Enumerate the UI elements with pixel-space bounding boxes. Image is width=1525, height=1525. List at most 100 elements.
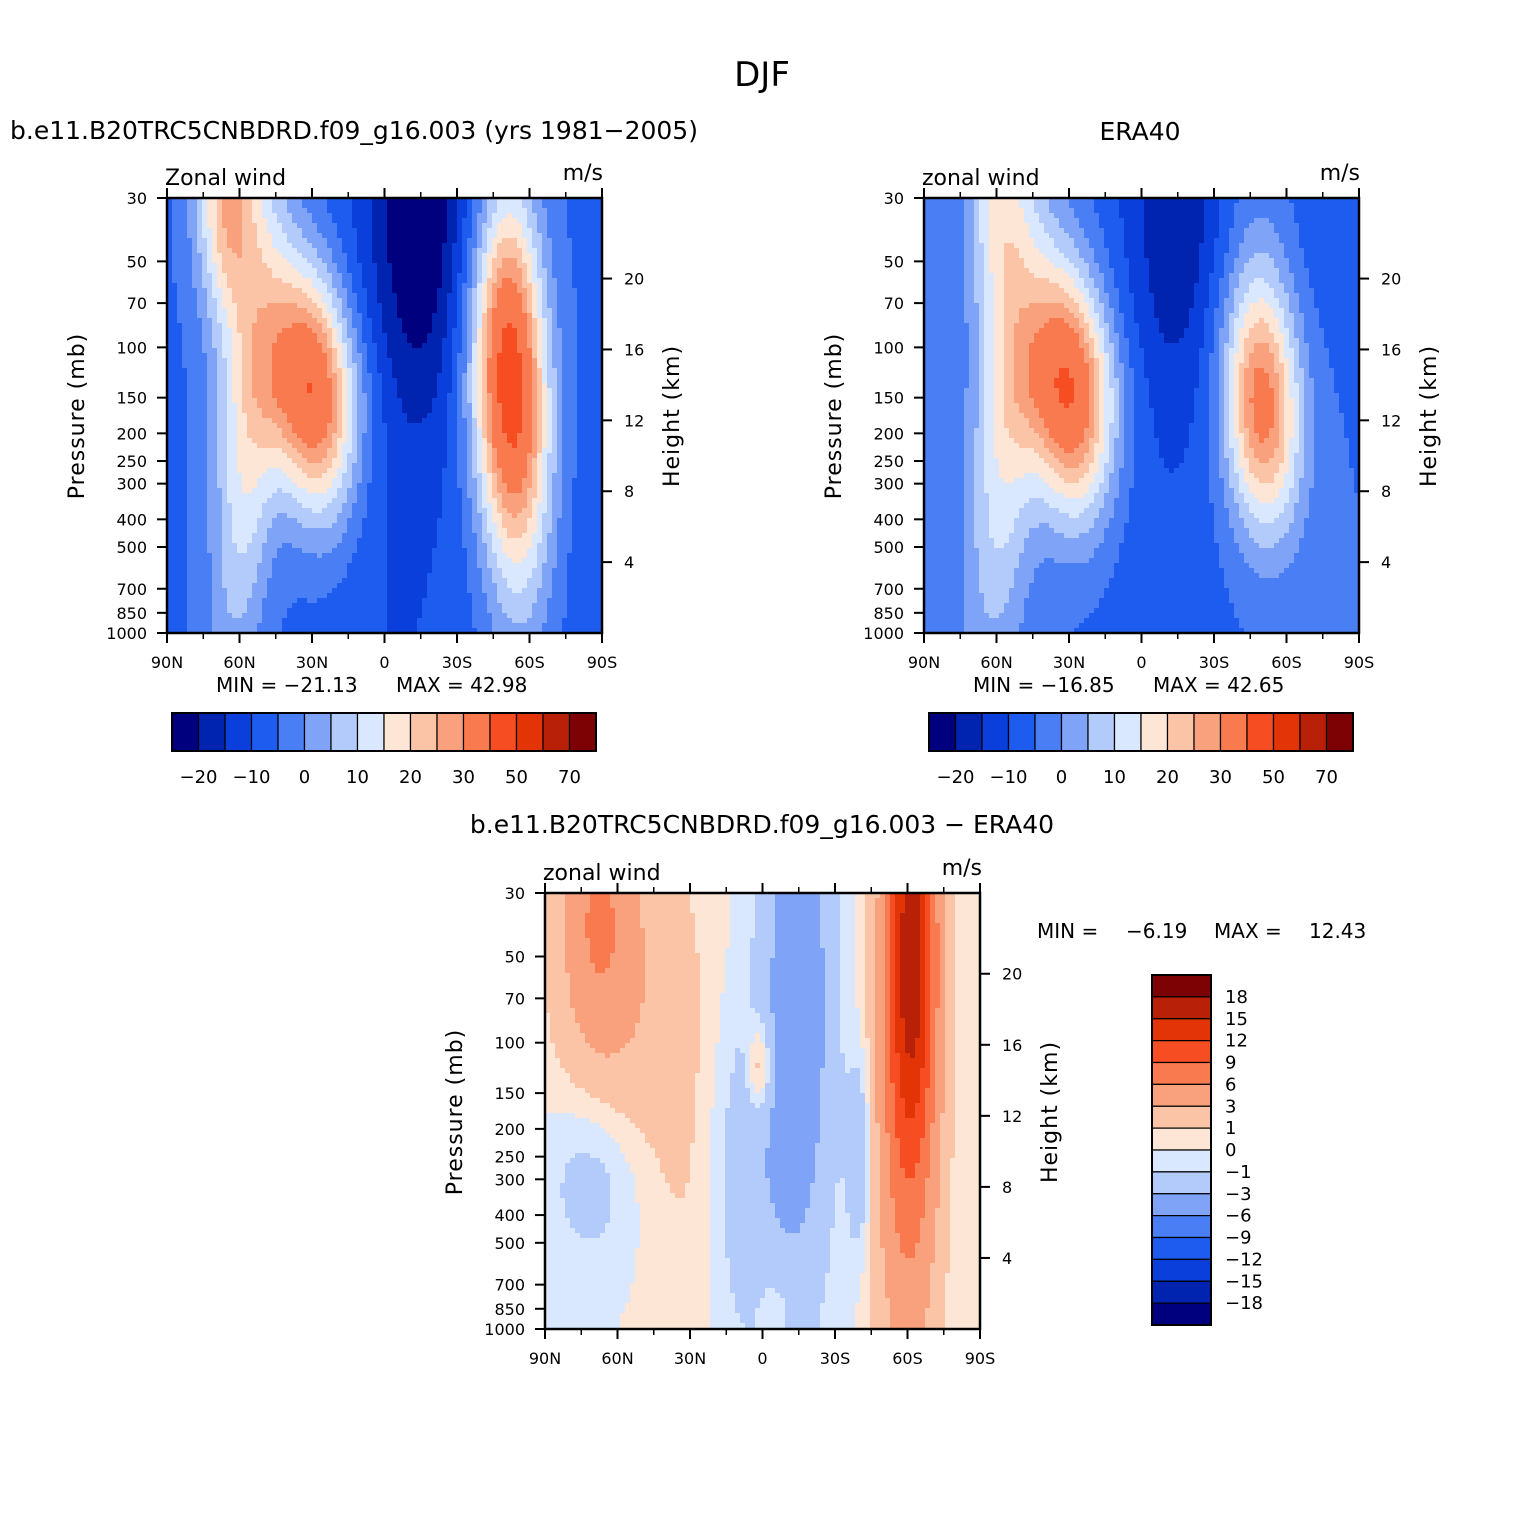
panel-model-contour-cell [532, 233, 543, 239]
panel-obs-contour-cell [1029, 528, 1055, 534]
panel-model-contour-cell [352, 373, 358, 379]
panel-model-contour-cell [362, 523, 388, 529]
panel-model-contour-cell [357, 233, 373, 239]
panel-obs-contour-cell [1249, 458, 1260, 464]
panel-obs-contour-cell [979, 583, 1015, 589]
panel-obs-contour-cell [1124, 248, 1145, 254]
panel-obs-contour-cell [1094, 458, 1100, 464]
panel-model-contour-cell [522, 533, 533, 539]
panel-model-contour-cell [562, 478, 573, 484]
panel-model-contour-cell [457, 463, 468, 469]
panel-obs-contour-cell [924, 278, 965, 284]
panel-obs-contour-cell [1024, 213, 1040, 219]
panel-model-contour-cell [542, 358, 548, 364]
panel-model-contour-cell [237, 423, 248, 429]
panel-model-contour-cell [217, 358, 228, 364]
panel-model-contour-cell [467, 378, 473, 384]
panel-model-max-label: MAX = 42.98 [396, 673, 527, 697]
panel-difference-contour-cell [945, 898, 956, 904]
panel-obs-contour-cell [1284, 248, 1305, 254]
panel-obs-contour-cell [1214, 343, 1220, 349]
panel-model-contour-cell [462, 303, 468, 309]
panel-obs-contour-cell [1129, 258, 1150, 264]
panel-model-contour-cell [372, 428, 388, 434]
panel-difference-contour-cell [730, 908, 756, 914]
panel-model-contour-cell [207, 393, 218, 399]
panel-obs-contour-cell [1304, 438, 1315, 444]
panel-obs-contour-cell [964, 518, 975, 524]
panel-model-contour-cell [357, 373, 363, 379]
panel-model-contour-cell [182, 348, 203, 354]
panel-model-contour-cell [547, 333, 553, 339]
panel-obs-contour-cell [1119, 468, 1135, 474]
panel-obs-contour-cell [1094, 328, 1105, 334]
panel-model-contour-cell [167, 478, 188, 484]
panel-obs-contour-cell [1224, 263, 1235, 269]
panel-model-contour-cell [482, 478, 488, 484]
panel-obs-contour-cell [1234, 383, 1240, 389]
panel-obs-contour-cell [1299, 548, 1360, 554]
panel-obs-contour-cell [984, 428, 995, 434]
panel-model-contour-cell [577, 408, 603, 414]
panel-model-contour-cell [477, 383, 483, 389]
panel-obs-contour-cell [984, 323, 995, 329]
panel-model-ytick-label: 150 [116, 389, 147, 408]
panel-model-contour-cell [462, 513, 473, 519]
panel-model-contour-cell [387, 258, 443, 264]
panel-model-contour-cell [372, 208, 388, 214]
panel-model-contour-cell [227, 238, 243, 244]
panel-obs-contour-cell [1224, 403, 1230, 409]
panel-obs-contour-cell [1094, 523, 1110, 529]
panel-obs-contour-cell [1109, 373, 1115, 379]
panel-obs-contour-cell [1114, 278, 1130, 284]
panel-model-contour-cell [532, 428, 538, 434]
panel-obs-contour-cell [1199, 363, 1210, 369]
panel-obs-contour-cell [1114, 323, 1125, 329]
panel-model-contour-cell [577, 368, 603, 374]
panel-obs-contour-cell [1289, 388, 1300, 394]
panel-obs-contour-cell [1004, 298, 1075, 304]
panel-model-contour-cell [417, 628, 478, 634]
panel-obs-contour-cell [1049, 258, 1070, 264]
panel-model-contour-cell [462, 258, 468, 264]
panel-model-contour-cell [567, 233, 603, 239]
panel-model-contour-cell [547, 488, 553, 494]
panel-model-contour-cell [307, 488, 328, 494]
panel-obs-contour-cell [1004, 358, 1015, 364]
panel-obs-y2tick-label: 4 [1381, 553, 1391, 572]
panel-model-contour-cell [467, 303, 473, 309]
panel-model-contour-cell [207, 383, 218, 389]
panel-model-contour-cell [212, 583, 223, 589]
panel-obs-contour-cell [1129, 488, 1210, 494]
panel-obs-contour-cell [1249, 468, 1280, 474]
panel-model-contour-cell [217, 423, 228, 429]
panel-obs-contour-cell [1119, 203, 1145, 209]
panel-model-contour-cell [477, 308, 483, 314]
panel-model-contour-cell [342, 508, 353, 514]
panel-obs-contour-cell [1094, 203, 1120, 209]
panel-obs-contour-cell [1239, 623, 1360, 629]
panel-model-contour-cell [167, 578, 188, 584]
panel-model-contour-cell [372, 248, 388, 254]
panel-model-contour-cell [537, 378, 543, 384]
panel-model-contour-cell [462, 408, 473, 414]
panel-model-contour-cell [477, 468, 483, 474]
panel-model-contour-cell [562, 448, 578, 454]
panel-model-contour-cell [352, 403, 358, 409]
panel-obs-contour-cell [1284, 338, 1290, 344]
panel-obs-contour-cell [1234, 448, 1240, 454]
panel-model-contour-cell [467, 568, 483, 574]
panel-model-contour-cell [202, 268, 208, 274]
panel-model-contour-cell [372, 448, 388, 454]
panel-model-contour-cell [537, 528, 543, 534]
panel-model-contour-cell [537, 223, 548, 229]
panel-obs-contour-cell [1199, 368, 1210, 374]
panel-difference-contour-cell [940, 933, 946, 939]
panel-obs-contour-cell [1019, 508, 1060, 514]
panel-obs-contour-cell [1279, 298, 1290, 304]
panel-model-contour-cell [202, 278, 213, 284]
panel-model-contour-cell [387, 628, 418, 634]
panel-model-contour-cell [187, 568, 213, 574]
panel-model-contour-cell [187, 453, 208, 459]
panel-obs-contour-cell [1289, 453, 1295, 459]
